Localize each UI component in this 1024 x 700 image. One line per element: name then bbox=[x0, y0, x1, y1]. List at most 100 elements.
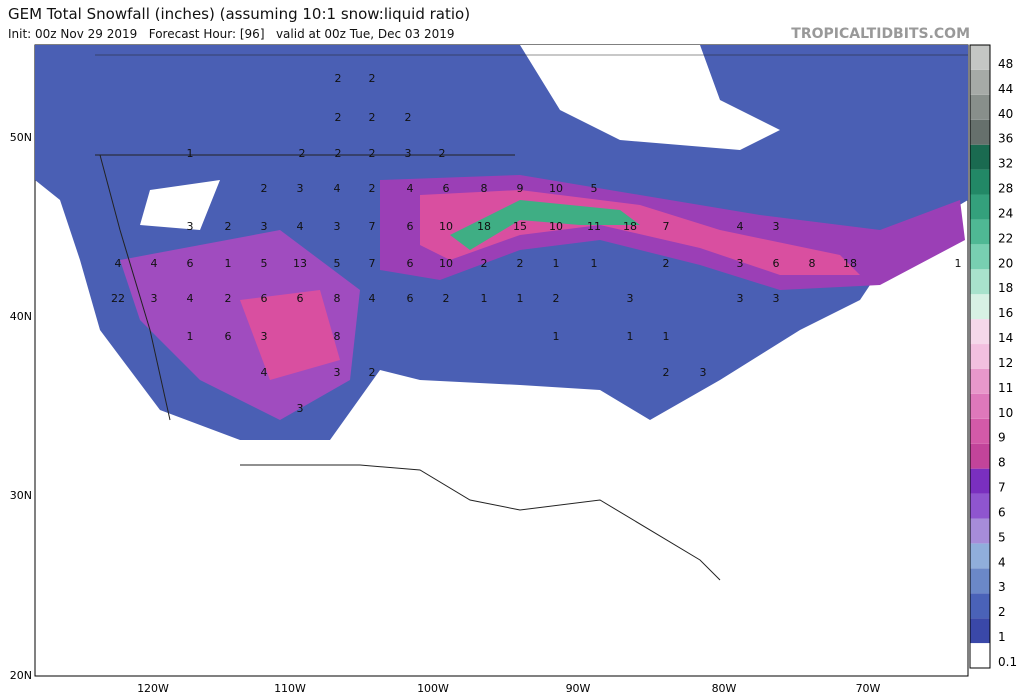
colorbar-swatch bbox=[970, 94, 990, 120]
snow-band bbox=[120, 230, 360, 420]
lon-label: 110W bbox=[274, 682, 306, 695]
colorbar-swatch bbox=[970, 344, 990, 369]
lon-label: 80W bbox=[712, 682, 737, 695]
colorbar-swatch bbox=[970, 368, 990, 394]
snow-amount: 8 bbox=[809, 257, 816, 270]
snow-amount: 6 bbox=[407, 220, 414, 233]
snow-amount: 3 bbox=[151, 292, 158, 305]
snow-amount: 3 bbox=[773, 292, 780, 305]
snow-amount: 3 bbox=[627, 292, 634, 305]
colorbar-label: 16 bbox=[998, 306, 1013, 320]
snow-amount: 2 bbox=[369, 72, 376, 85]
snow-amount: 18 bbox=[623, 220, 637, 233]
snow-amount: 8 bbox=[481, 182, 488, 195]
colorbar-label: 6 bbox=[998, 505, 1006, 519]
snow-amount: 10 bbox=[549, 220, 563, 233]
snow-amount: 2 bbox=[663, 366, 670, 379]
snow-amount: 3 bbox=[405, 147, 412, 160]
snow-amount: 5 bbox=[261, 257, 268, 270]
colorbar-frame bbox=[969, 44, 991, 669]
colorbar-label: 12 bbox=[998, 356, 1013, 370]
colorbar-label: 9 bbox=[998, 431, 1006, 445]
colorbar-label: 24 bbox=[998, 206, 1013, 220]
lon-label: 70W bbox=[856, 682, 881, 695]
snow-amount: 10 bbox=[549, 182, 563, 195]
colorbar-swatch bbox=[970, 144, 990, 170]
colorbar-swatch bbox=[970, 219, 990, 245]
no-snow-area bbox=[520, 45, 780, 150]
colorbar-swatch bbox=[970, 119, 990, 145]
lon-label: 120W bbox=[137, 682, 169, 695]
colorbar-label: 0.1 bbox=[998, 655, 1017, 669]
snow-amount: 6 bbox=[225, 330, 232, 343]
colorbar-swatch bbox=[970, 543, 990, 569]
snow-amount: 1 bbox=[187, 147, 194, 160]
lon-label: 100W bbox=[417, 682, 449, 695]
snow-amount: 22 bbox=[111, 292, 125, 305]
snow-amount: 4 bbox=[334, 182, 341, 195]
snow-amount: 2 bbox=[299, 147, 306, 160]
snow-amount: 1 bbox=[187, 330, 194, 343]
snow-amount: 3 bbox=[261, 330, 268, 343]
snow-amount: 2 bbox=[369, 111, 376, 124]
snow-amount: 1 bbox=[591, 257, 598, 270]
snow-amount: 6 bbox=[297, 292, 304, 305]
colorbar-label: 32 bbox=[998, 157, 1013, 171]
snow-amount: 1 bbox=[225, 257, 232, 270]
colorbar-swatch bbox=[970, 418, 990, 444]
snow-amount: 2 bbox=[405, 111, 412, 124]
colorbar-swatch bbox=[970, 618, 990, 644]
colorbar-swatch bbox=[970, 518, 990, 544]
colorbar-swatch bbox=[970, 269, 990, 295]
colorbar-swatch bbox=[970, 169, 990, 195]
snow-amount: 2 bbox=[335, 147, 342, 160]
snow-amount: 9 bbox=[517, 182, 524, 195]
colorbar-label: 2 bbox=[998, 605, 1006, 619]
snow-amount: 2 bbox=[443, 292, 450, 305]
snow-amount: 5 bbox=[334, 257, 341, 270]
snow-amount: 2 bbox=[553, 292, 560, 305]
snow-amount: 3 bbox=[334, 220, 341, 233]
snow-amount: 10 bbox=[439, 257, 453, 270]
snow-amount: 2 bbox=[369, 147, 376, 160]
snow-amount: 4 bbox=[151, 257, 158, 270]
snow-amount: 8 bbox=[334, 330, 341, 343]
snow-amount: 1 bbox=[955, 257, 962, 270]
colorbar-swatch bbox=[970, 493, 990, 519]
snow-amount: 2 bbox=[663, 257, 670, 270]
colorbar-label: 1 bbox=[998, 630, 1006, 644]
snow-amount: 1 bbox=[627, 330, 634, 343]
colorbar-swatch bbox=[970, 568, 990, 594]
snow-amount: 3 bbox=[773, 220, 780, 233]
snow-amount: 4 bbox=[187, 292, 194, 305]
snow-band bbox=[240, 290, 340, 380]
snow-amount: 1 bbox=[517, 292, 524, 305]
snow-amount: 2 bbox=[261, 182, 268, 195]
snow-amount: 6 bbox=[407, 292, 414, 305]
snow-amount: 3 bbox=[737, 257, 744, 270]
title: GEM Total Snowfall (inches) (assuming 10… bbox=[8, 5, 470, 23]
colorbar-swatch bbox=[970, 593, 990, 619]
snow-amount: 6 bbox=[407, 257, 414, 270]
colorbar-swatch bbox=[970, 244, 990, 270]
snow-amount: 2 bbox=[369, 366, 376, 379]
snow-amount: 3 bbox=[334, 366, 341, 379]
colorbar-label: 10 bbox=[998, 406, 1013, 420]
snow-amount: 6 bbox=[261, 292, 268, 305]
snow-amount: 1 bbox=[663, 330, 670, 343]
snow-amount: 1 bbox=[481, 292, 488, 305]
snow-amount: 6 bbox=[187, 257, 194, 270]
colorbar-swatch bbox=[970, 468, 990, 494]
snow-amount: 4 bbox=[261, 366, 268, 379]
snow-amount: 11 bbox=[587, 220, 601, 233]
lat-label: 20N bbox=[10, 669, 32, 682]
snow-amount: 18 bbox=[843, 257, 857, 270]
colorbar-label: 11 bbox=[998, 381, 1013, 395]
snow-amount: 3 bbox=[187, 220, 194, 233]
snow-amount: 3 bbox=[737, 292, 744, 305]
snow-amount: 2 bbox=[439, 147, 446, 160]
lat-label: 50N bbox=[10, 131, 32, 144]
colorbar-label: 18 bbox=[998, 281, 1013, 295]
snow-amount: 4 bbox=[115, 257, 122, 270]
